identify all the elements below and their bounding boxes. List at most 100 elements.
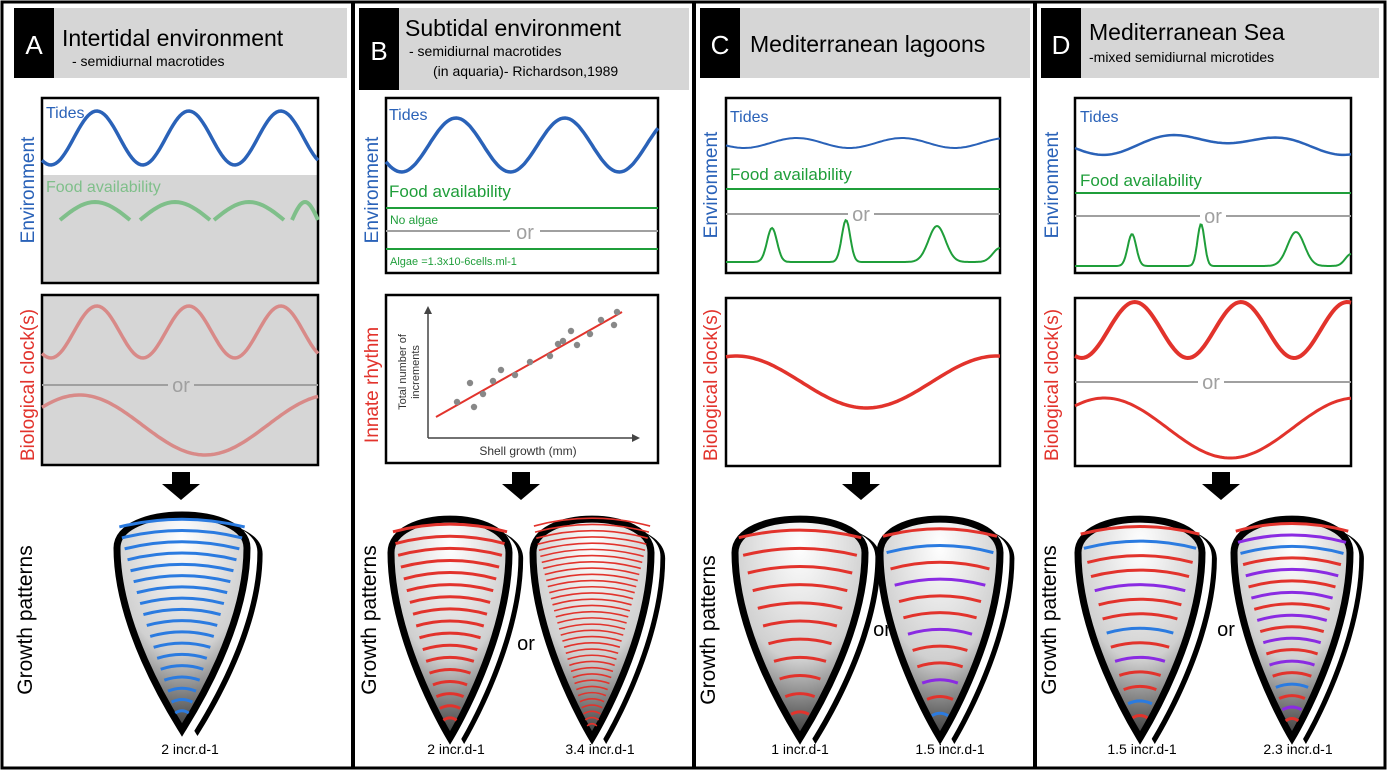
- scatter-point: [453, 398, 461, 406]
- side-label-innate-rhythm: Innate rhythm: [362, 327, 383, 443]
- output-label: 2.3 incr.d-1: [1263, 741, 1332, 757]
- tides-label: Tides: [389, 107, 428, 124]
- growth-line: [790, 710, 810, 716]
- panel-letter-box: [1041, 8, 1081, 78]
- panel-d: D Mediterranean Sea -mixed semidiurnal m…: [1038, 8, 1379, 757]
- panel-header: [54, 8, 347, 78]
- scatter-point: [489, 377, 497, 385]
- algae-label: Algae =1.3x10-6cells.ml-1: [390, 256, 517, 268]
- clock-box: [40, 293, 320, 467]
- panel-subtitle: - semidiurnal macrotides: [409, 43, 562, 59]
- growth-line: [576, 685, 608, 691]
- growth-line: [130, 562, 234, 573]
- growth-line: [428, 667, 472, 675]
- output-label: 2 incr.d-1: [427, 741, 485, 757]
- scatter-point: [511, 371, 519, 379]
- growth-line: [916, 661, 964, 669]
- growth-line: [747, 565, 853, 575]
- clock-curve: [40, 304, 320, 360]
- side-label-biological-clock: Biological clock(s): [701, 309, 722, 461]
- shell-body: [731, 515, 869, 745]
- shell-body: [529, 515, 655, 745]
- growth-line: [121, 529, 243, 540]
- growth-line: [143, 607, 221, 616]
- tides-curve: [384, 116, 660, 174]
- shell-illustration: [731, 515, 881, 745]
- growth-line: [570, 666, 614, 673]
- growth-line: [1083, 539, 1197, 550]
- growth-line: [1275, 682, 1309, 689]
- growth-line: [550, 592, 634, 600]
- growth-line: [898, 594, 982, 603]
- growth-line: [392, 522, 508, 534]
- growth-line: [409, 595, 491, 604]
- clock-curve-slow: [41, 393, 319, 457]
- panel-letter: A: [25, 30, 43, 60]
- scatter-point: [573, 341, 581, 349]
- or-text: or: [1204, 206, 1222, 228]
- growth-line: [400, 558, 500, 569]
- environment-box: [40, 96, 320, 285]
- growth-line: [149, 630, 215, 638]
- scatter-point: [479, 390, 487, 398]
- growth-line: [553, 604, 631, 612]
- growth-line: [536, 529, 648, 539]
- growth-line: [882, 527, 998, 538]
- growth-line: [1102, 612, 1178, 621]
- shell-illustration: [113, 511, 263, 737]
- shell-illustration: [876, 515, 1015, 745]
- tides-label: Tides: [46, 105, 85, 122]
- clock-box: [724, 296, 1002, 468]
- growth-line: [752, 583, 848, 593]
- growth-line: [1235, 522, 1349, 533]
- tides-curve: [40, 109, 320, 167]
- growth-line: [912, 644, 968, 652]
- growth-line: [1278, 694, 1306, 700]
- food-label: Food availability: [389, 182, 511, 201]
- scatter-point: [613, 308, 621, 316]
- growth-line: [584, 716, 600, 721]
- growth-line: [139, 596, 225, 606]
- or-text: or: [1202, 372, 1220, 394]
- panel-title: Mediterranean Sea: [1089, 19, 1285, 45]
- growth-line: [442, 716, 458, 722]
- or-text: or: [852, 204, 870, 226]
- output-label: 2 incr.d-1: [161, 741, 219, 757]
- growth-line: [903, 611, 977, 620]
- shaded-area: [42, 175, 318, 283]
- growth-line: [1269, 659, 1315, 667]
- growth-line: [926, 694, 954, 701]
- panel-letter: B: [370, 36, 387, 66]
- shell-body: [113, 511, 251, 737]
- growth-line: [1098, 597, 1182, 607]
- growth-line: [419, 631, 481, 640]
- growth-line: [1272, 671, 1312, 678]
- growth-line: [146, 619, 218, 627]
- growth-line: [558, 623, 626, 630]
- side-label-growth-patterns: Growth patterns: [697, 555, 720, 704]
- growth-line: [779, 674, 821, 681]
- growth-line: [432, 680, 468, 687]
- scatter-point: [586, 330, 594, 338]
- growth-line: [1262, 636, 1322, 645]
- food-pulse-curve: [1075, 223, 1352, 267]
- scatter-point: [497, 366, 505, 374]
- growth-line: [412, 607, 488, 616]
- down-arrow-icon: [842, 472, 880, 500]
- growth-line: [435, 692, 465, 699]
- scatter-point: [559, 337, 567, 345]
- growth-line: [1118, 670, 1162, 677]
- output-label: 3.4 incr.d-1: [565, 741, 634, 757]
- panel-subtitle: -mixed semidiurnal microtides: [1089, 49, 1274, 65]
- growth-line: [415, 619, 485, 628]
- growth-line: [581, 704, 603, 709]
- growth-line: [540, 548, 644, 558]
- growth-line: [1245, 567, 1339, 578]
- growth-line: [549, 585, 635, 594]
- panel-header: [399, 8, 689, 90]
- growth-line: [133, 574, 231, 584]
- growth-line: [555, 610, 629, 618]
- clock-curve-slow: [1074, 396, 1352, 460]
- scatter-point: [567, 327, 575, 335]
